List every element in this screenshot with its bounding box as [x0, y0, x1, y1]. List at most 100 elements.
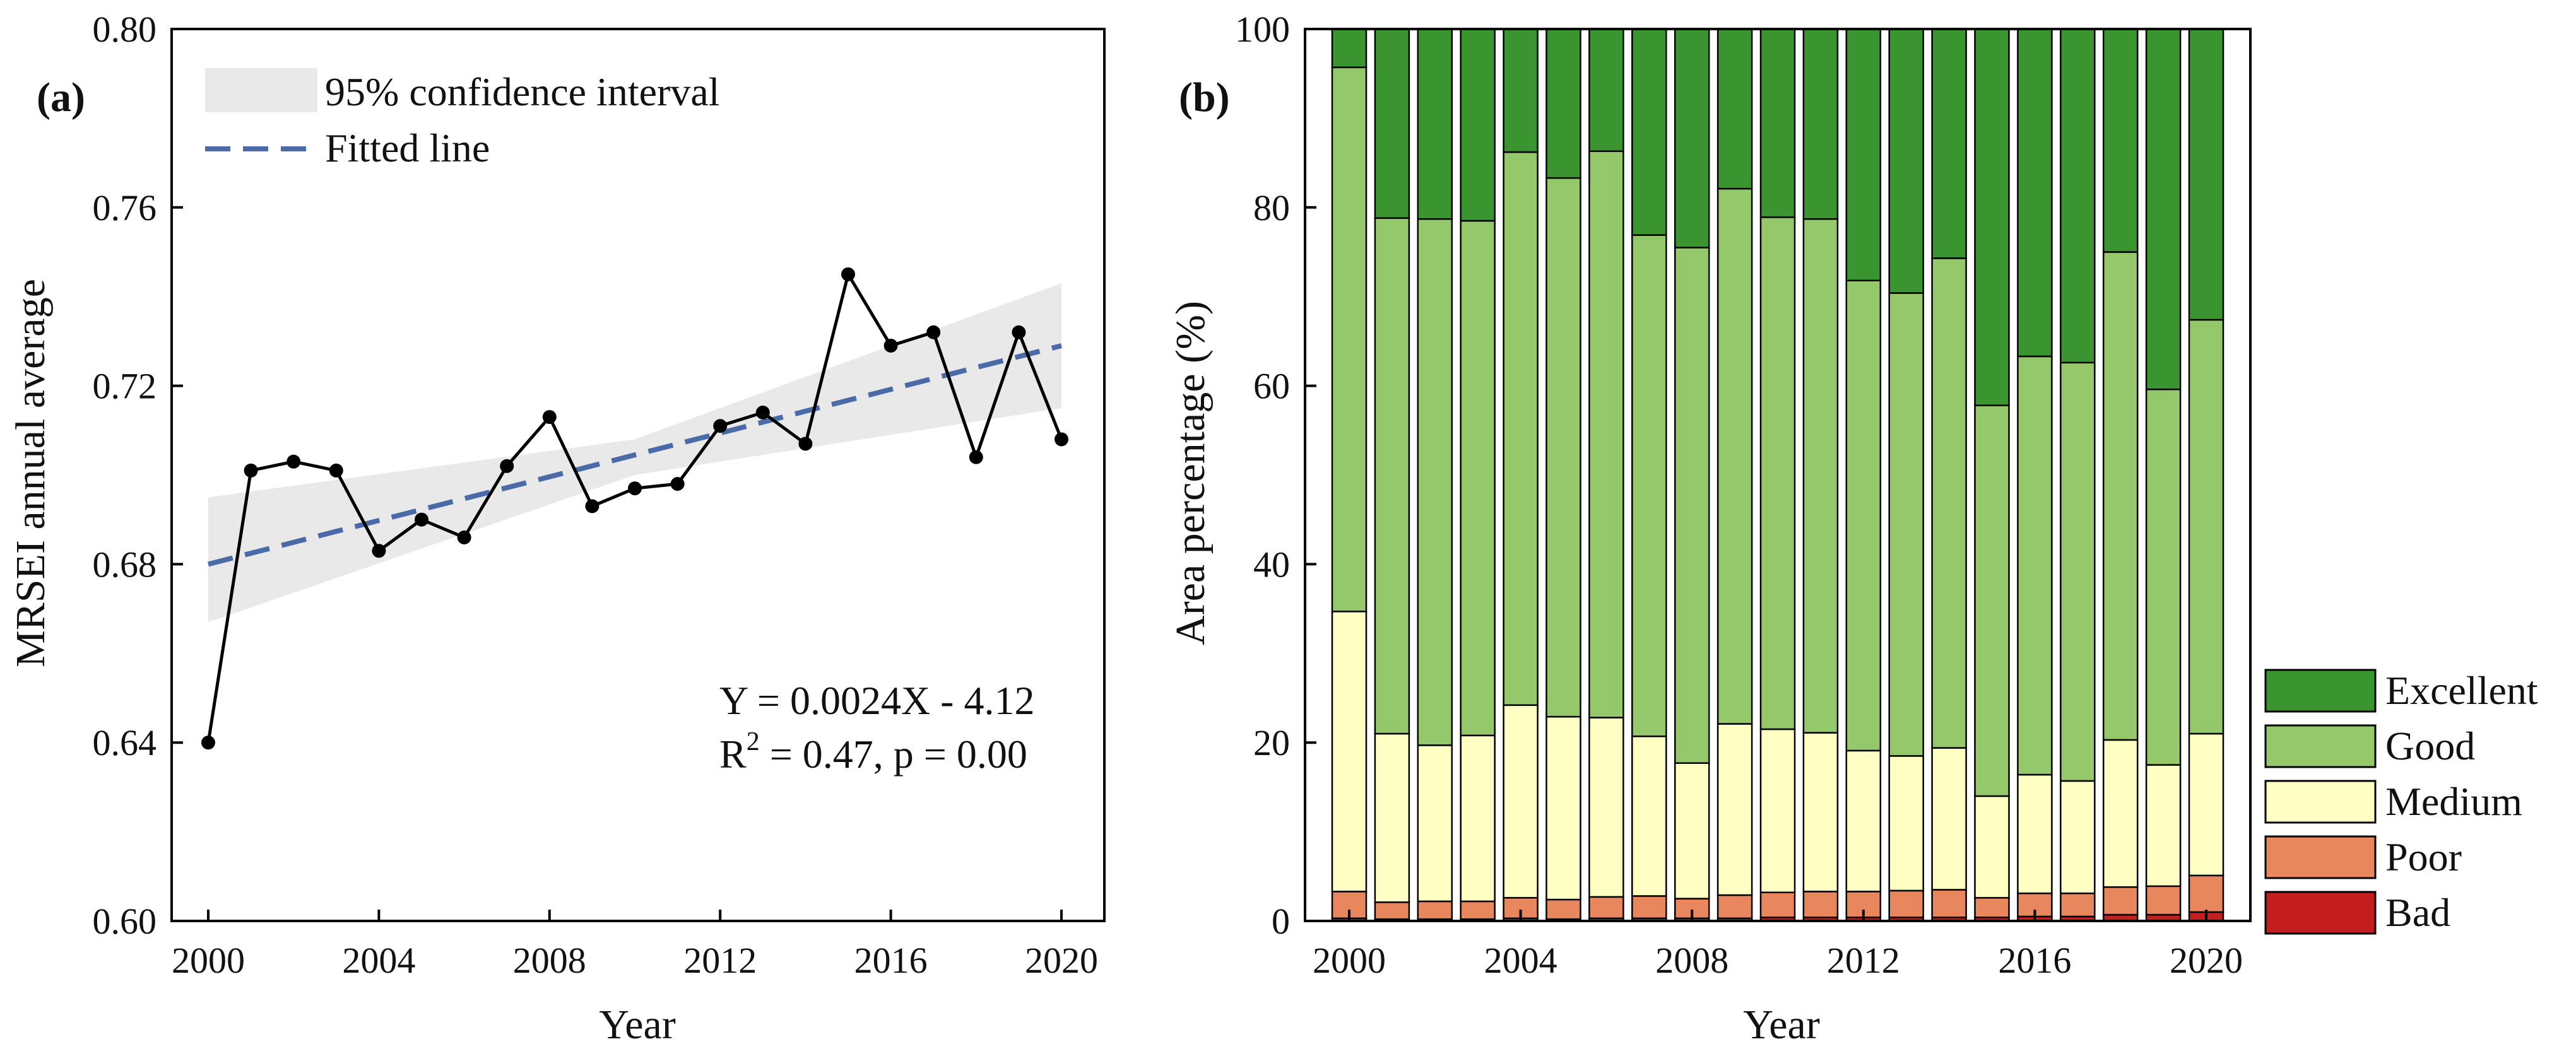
y-tick-label-0.72: 0.72: [93, 366, 157, 407]
regression-equation: Y = 0.0024X - 4.12: [719, 678, 1034, 723]
bar-good-2017: [2060, 361, 2096, 782]
legend-swatch-poor: [2264, 835, 2377, 879]
bar-good-2019: [2145, 389, 2182, 766]
legend-ci-label: 95% confidence interval: [325, 69, 720, 114]
data-point-2000: [201, 736, 215, 750]
data-point-2005: [415, 512, 428, 527]
points-group: [201, 267, 1068, 750]
bar-medium-2006: [1588, 717, 1624, 898]
bar-medium-2012: [1845, 749, 1882, 893]
legend-swatch-bad: [2264, 891, 2377, 935]
bar-good-2008: [1674, 247, 1710, 764]
panel-b: (b) 0 20 40 60 80 100 2000 2004 2008 2012 2016 202…: [1167, 9, 2538, 1048]
panel-a: (a) 0.600.640.680.720.760.80 2000 2004 200…: [8, 9, 1106, 1048]
bar-medium-2015: [1974, 795, 2010, 899]
b-x-tick-label-2020: 2020: [2170, 940, 2243, 981]
panel-a-label: (a): [37, 74, 85, 120]
y-tick-label-0.80: 0.80: [93, 9, 157, 50]
data-point-2003: [329, 463, 343, 478]
b-x-tick-label-2016: 2016: [1998, 940, 2071, 981]
panel-b-legend: Excellent Good Medium Poor Bad: [2264, 668, 2538, 935]
bar-excellent-2005: [1545, 28, 1581, 179]
panel-a-x-ticks: 2000 2004 2008 2012 2016 2020: [172, 910, 1098, 981]
bar-poor-2014: [1931, 889, 1967, 918]
stacked-bars-group: [1331, 28, 2224, 922]
b-y-tick-label-80: 80: [1253, 187, 1290, 228]
y-tick-label-0.68: 0.68: [93, 544, 157, 585]
data-point-2018: [969, 450, 983, 464]
bar-good-2009: [1716, 187, 1753, 725]
bar-excellent-2007: [1631, 28, 1667, 236]
b-x-tick-label-2000: 2000: [1313, 940, 1386, 981]
legend-label-poor: Poor: [2385, 835, 2462, 879]
bar-good-2006: [1588, 150, 1624, 718]
panel-b-axes-frame: [1304, 28, 2252, 922]
bar-excellent-2020: [2188, 28, 2224, 321]
bar-excellent-2010: [1759, 28, 1796, 218]
data-point-2001: [244, 463, 258, 478]
y-tick-label-0.64: 0.64: [93, 722, 157, 763]
bar-good-2002: [1417, 218, 1453, 746]
data-point-2006: [457, 530, 471, 544]
data-point-2007: [500, 459, 514, 473]
x-tick-label-2012: 2012: [683, 940, 757, 981]
panel-b-label: (b): [1179, 74, 1230, 120]
data-point-2017: [926, 325, 941, 339]
data-point-2011: [670, 477, 685, 491]
legend-fitted-label: Fitted line: [325, 126, 490, 170]
bar-medium-2016: [2017, 773, 2053, 894]
bar-excellent-2009: [1716, 28, 1753, 190]
bar-poor-2006: [1588, 896, 1624, 920]
x-tick-label-2000: 2000: [172, 940, 245, 981]
bar-good-2015: [1974, 404, 2010, 797]
panel-b-y-axis-label: Area percentage (%): [1167, 301, 1214, 645]
y-tick-label-0.76: 0.76: [93, 187, 157, 228]
bar-good-2004: [1503, 151, 1539, 706]
legend-swatch-good: [2264, 724, 2377, 768]
bar-good-2010: [1759, 216, 1796, 730]
bar-medium-2007: [1631, 736, 1667, 897]
x-tick-label-2004: 2004: [342, 940, 415, 981]
bar-excellent-2002: [1417, 28, 1453, 220]
bar-good-2020: [2188, 319, 2224, 735]
b-x-tick-label-2004: 2004: [1484, 940, 1557, 981]
bar-poor-2010: [1759, 891, 1796, 918]
bar-excellent-2008: [1674, 28, 1710, 249]
b-y-tick-label-40: 40: [1253, 544, 1290, 585]
bar-poor-2003: [1460, 900, 1496, 920]
bar-poor-2001: [1374, 901, 1410, 920]
bar-excellent-2013: [1888, 28, 1924, 294]
bar-good-2016: [2017, 355, 2053, 776]
bar-excellent-2012: [1845, 28, 1882, 281]
bar-excellent-2006: [1588, 28, 1624, 152]
data-point-2019: [1012, 325, 1026, 339]
fitted-line: [208, 343, 1062, 567]
bar-good-2014: [1931, 257, 1967, 749]
bar-medium-2002: [1417, 744, 1453, 903]
bar-medium-2009: [1716, 723, 1753, 896]
legend-label-excellent: Excellent: [2385, 668, 2538, 713]
bar-excellent-2016: [2017, 28, 2053, 358]
bar-good-2007: [1631, 234, 1667, 737]
bar-good-2005: [1545, 177, 1581, 718]
bar-excellent-2004: [1503, 28, 1539, 153]
bar-good-2000: [1331, 66, 1368, 613]
panel-b-y-ticks: 0 20 40 60 80 100: [1235, 9, 1316, 942]
legend-label-bad: Bad: [2385, 890, 2450, 935]
panel-a-axes-frame: [170, 28, 1106, 922]
legend-ci-swatch: [205, 68, 317, 112]
bar-medium-2017: [2060, 780, 2096, 894]
b-x-tick-label-2012: 2012: [1827, 940, 1900, 981]
bar-poor-2018: [2102, 886, 2139, 916]
regression-stats: R2 = 0.47, p = 0.00: [719, 727, 1027, 777]
data-point-2012: [713, 419, 728, 433]
bar-excellent-2011: [1802, 28, 1839, 220]
bar-poor-2009: [1716, 894, 1753, 920]
b-y-tick-label-20: 20: [1253, 722, 1290, 763]
bar-poor-2020: [2188, 874, 2224, 913]
bar-excellent-2000: [1331, 28, 1368, 69]
b-y-tick-label-100: 100: [1235, 9, 1290, 50]
bar-medium-2014: [1931, 747, 1967, 891]
bar-excellent-2018: [2102, 28, 2139, 253]
